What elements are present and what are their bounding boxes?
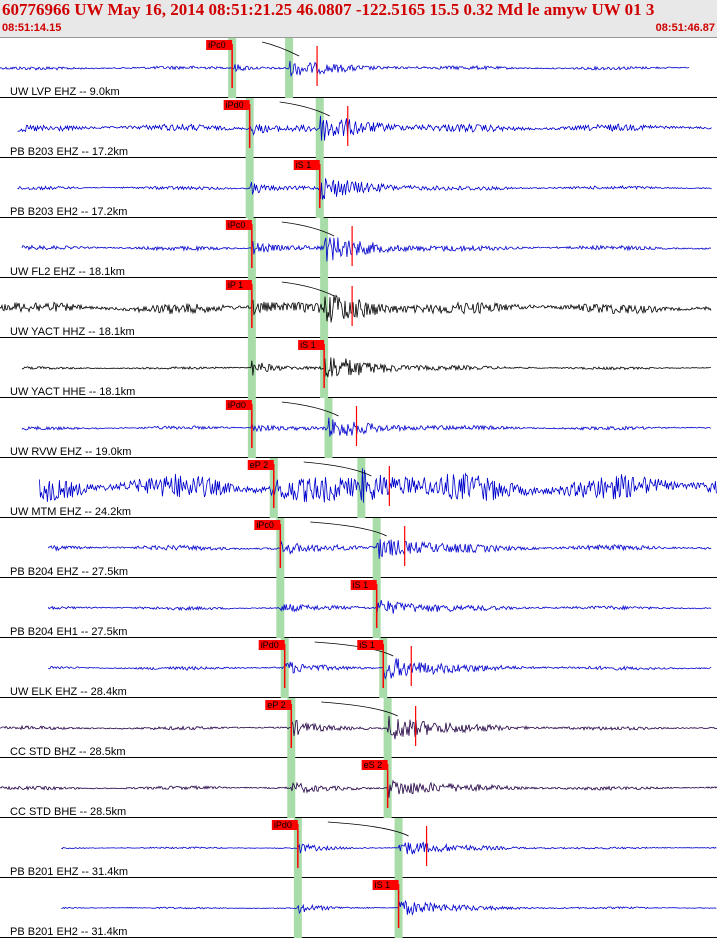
p-pick-flag	[254, 520, 281, 530]
p-pick-label: eP 2	[250, 460, 268, 470]
s-pick-flag	[361, 760, 388, 770]
predicted-s-curve	[281, 401, 339, 417]
s-pick-label: iS 1	[359, 640, 375, 650]
s-pick-flag	[298, 340, 325, 350]
waveform-trace	[17, 178, 712, 200]
s-pick-label: iS 1	[353, 580, 369, 590]
s-pick-flag	[372, 880, 399, 890]
waveform-trace	[0, 60, 690, 77]
predicted-s-curve	[281, 221, 335, 237]
waveform-trace	[39, 468, 717, 503]
s-pick-flag	[350, 580, 377, 590]
waveform-trace	[0, 294, 712, 323]
station-label: UW YACT HHE -- 18.1km	[10, 386, 135, 398]
p-pick-flag	[247, 460, 274, 470]
s-pick-flag	[357, 640, 384, 650]
s-pick-label: iS 1	[296, 160, 312, 170]
waveform-trace	[0, 779, 717, 798]
s-pick-flag	[293, 160, 320, 170]
predicted-s-curve	[327, 821, 409, 837]
station-label: UW ELK EHZ -- 28.4km	[10, 686, 127, 698]
event-title: 60776966 UW May 16, 2014 08:51:21.25 46.…	[2, 0, 655, 19]
waveform-trace	[0, 715, 717, 740]
s-window	[320, 218, 329, 278]
p-pick-flag	[265, 700, 292, 710]
waveform-trace	[21, 417, 712, 437]
predicted-s-curve	[279, 101, 330, 117]
station-label: PB B201 EHZ -- 31.4km	[10, 866, 128, 878]
station-label: PB B204 EHZ -- 27.5km	[10, 566, 128, 578]
p-pick-flag	[271, 820, 298, 830]
header-bar: 60776966 UW May 16, 2014 08:51:21.25 46.…	[0, 0, 717, 38]
p-pick-label: eP 2	[267, 700, 285, 710]
station-label: PB B201 EH2 -- 31.4km	[10, 926, 127, 938]
station-label: PB B204 EH1 -- 27.5km	[10, 626, 127, 638]
p-pick-flag	[223, 100, 250, 110]
station-label: CC STD BHZ -- 28.5km	[10, 746, 126, 758]
s-window	[383, 698, 392, 758]
predicted-s-curve	[310, 521, 387, 537]
station-label: UW LVP EHZ -- 9.0km	[10, 86, 120, 98]
p-window	[293, 878, 302, 938]
p-window	[247, 338, 256, 398]
p-pick-label: iPd0	[274, 820, 292, 830]
seismogram-plot: iPc0 UW LVP EHZ -- 9.0km iPd0 PB B203 EHZ -…	[0, 38, 717, 938]
p-pick-flag	[206, 40, 233, 50]
waveform-trace	[61, 841, 717, 855]
waveform-trace	[21, 357, 711, 378]
station-label: PB B203 EHZ -- 17.2km	[10, 146, 128, 158]
station-label: UW MTM EHZ -- 24.2km	[10, 506, 131, 518]
predicted-s-curve	[321, 701, 398, 717]
end-time: 08:51:46.87	[655, 22, 715, 34]
p-pick-label: iPd0	[261, 640, 279, 650]
waveform-trace	[47, 539, 712, 559]
waveform-trace	[47, 658, 712, 680]
s-window	[357, 458, 366, 518]
p-pick-label: iPd0	[226, 100, 244, 110]
waveform-trace	[61, 899, 717, 916]
p-pick-label: iPc0	[228, 220, 246, 230]
start-time: 08:51:14.15	[2, 22, 62, 34]
waveform-trace	[21, 237, 712, 262]
p-pick-label: iPd0	[228, 400, 246, 410]
p-pick-flag	[225, 280, 252, 290]
waveform-trace	[17, 115, 712, 141]
s-window	[324, 398, 333, 458]
predicted-s-curve	[303, 461, 372, 477]
s-pick-label: iS 1	[300, 340, 316, 350]
station-label: CC STD BHE -- 28.5km	[10, 806, 126, 818]
p-pick-flag	[225, 400, 252, 410]
s-pick-label: eS 2	[364, 760, 383, 770]
p-pick-flag	[225, 220, 252, 230]
p-pick-flag	[258, 640, 285, 650]
p-window	[276, 578, 285, 638]
station-label: UW YACT HHZ -- 18.1km	[10, 326, 135, 338]
waveform-trace	[47, 600, 712, 614]
s-window	[372, 518, 381, 578]
predicted-s-curve	[262, 41, 300, 57]
station-label: PB B203 EH2 -- 17.2km	[10, 206, 127, 218]
p-pick-label: iPc0	[208, 40, 226, 50]
s-pick-label: iS 1	[375, 880, 391, 890]
station-label: UW FL2 EHZ -- 18.1km	[10, 266, 125, 278]
predicted-s-curve	[281, 281, 335, 297]
p-pick-label: iPc0	[256, 520, 274, 530]
p-pick-label: iP 1	[228, 280, 243, 290]
station-label: UW RVW EHZ -- 19.0km	[10, 446, 131, 458]
